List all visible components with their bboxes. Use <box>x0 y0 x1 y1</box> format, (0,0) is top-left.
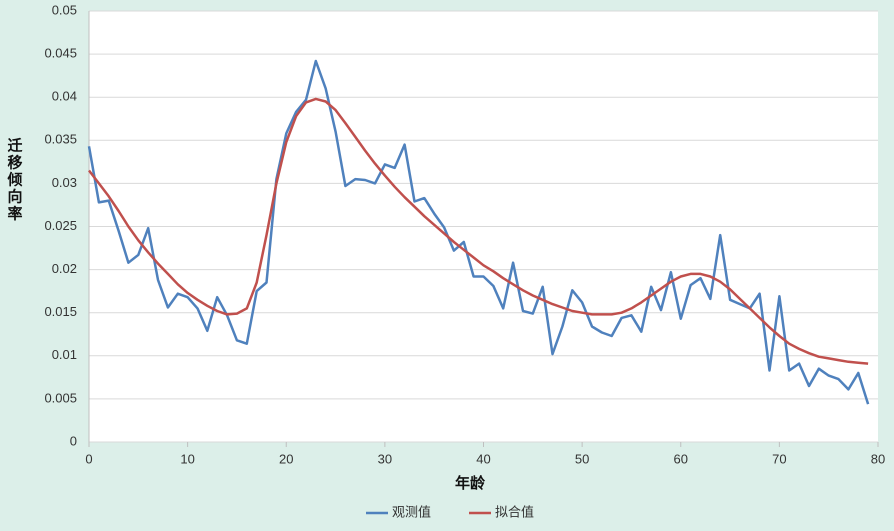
y-tick-label: 0.04 <box>52 89 77 104</box>
y-tick-label: 0.02 <box>52 261 77 276</box>
y-tick-label: 0.005 <box>44 390 77 405</box>
y-tick-label: 0.01 <box>52 347 77 362</box>
x-tick-label: 10 <box>180 451 194 466</box>
y-axis-title: 迁移倾向率 <box>6 137 24 223</box>
x-tick-label: 30 <box>378 451 392 466</box>
y-tick-label: 0.045 <box>44 46 77 61</box>
legend-label: 拟合值 <box>495 504 534 519</box>
x-axis-title: 年龄 <box>455 474 486 492</box>
y-tick-label: 0.035 <box>44 132 77 147</box>
series-line <box>87 59 870 405</box>
y-tick-label: 0.05 <box>52 2 77 17</box>
x-tick-label: 0 <box>85 451 92 466</box>
x-tick-label: 80 <box>871 451 885 466</box>
x-tick-label: 20 <box>279 451 293 466</box>
x-tick-label: 70 <box>772 451 786 466</box>
y-tick-label: 0.03 <box>52 175 77 190</box>
x-tick-label: 60 <box>674 451 688 466</box>
y-tick-label: 0.025 <box>44 218 77 233</box>
x-tick-label: 50 <box>575 451 589 466</box>
x-tick-label: 40 <box>476 451 490 466</box>
y-tick-label: 0 <box>70 433 77 448</box>
y-tick-label: 0.015 <box>44 304 77 319</box>
series-line <box>88 97 869 365</box>
legend-label: 观测值 <box>392 504 431 519</box>
